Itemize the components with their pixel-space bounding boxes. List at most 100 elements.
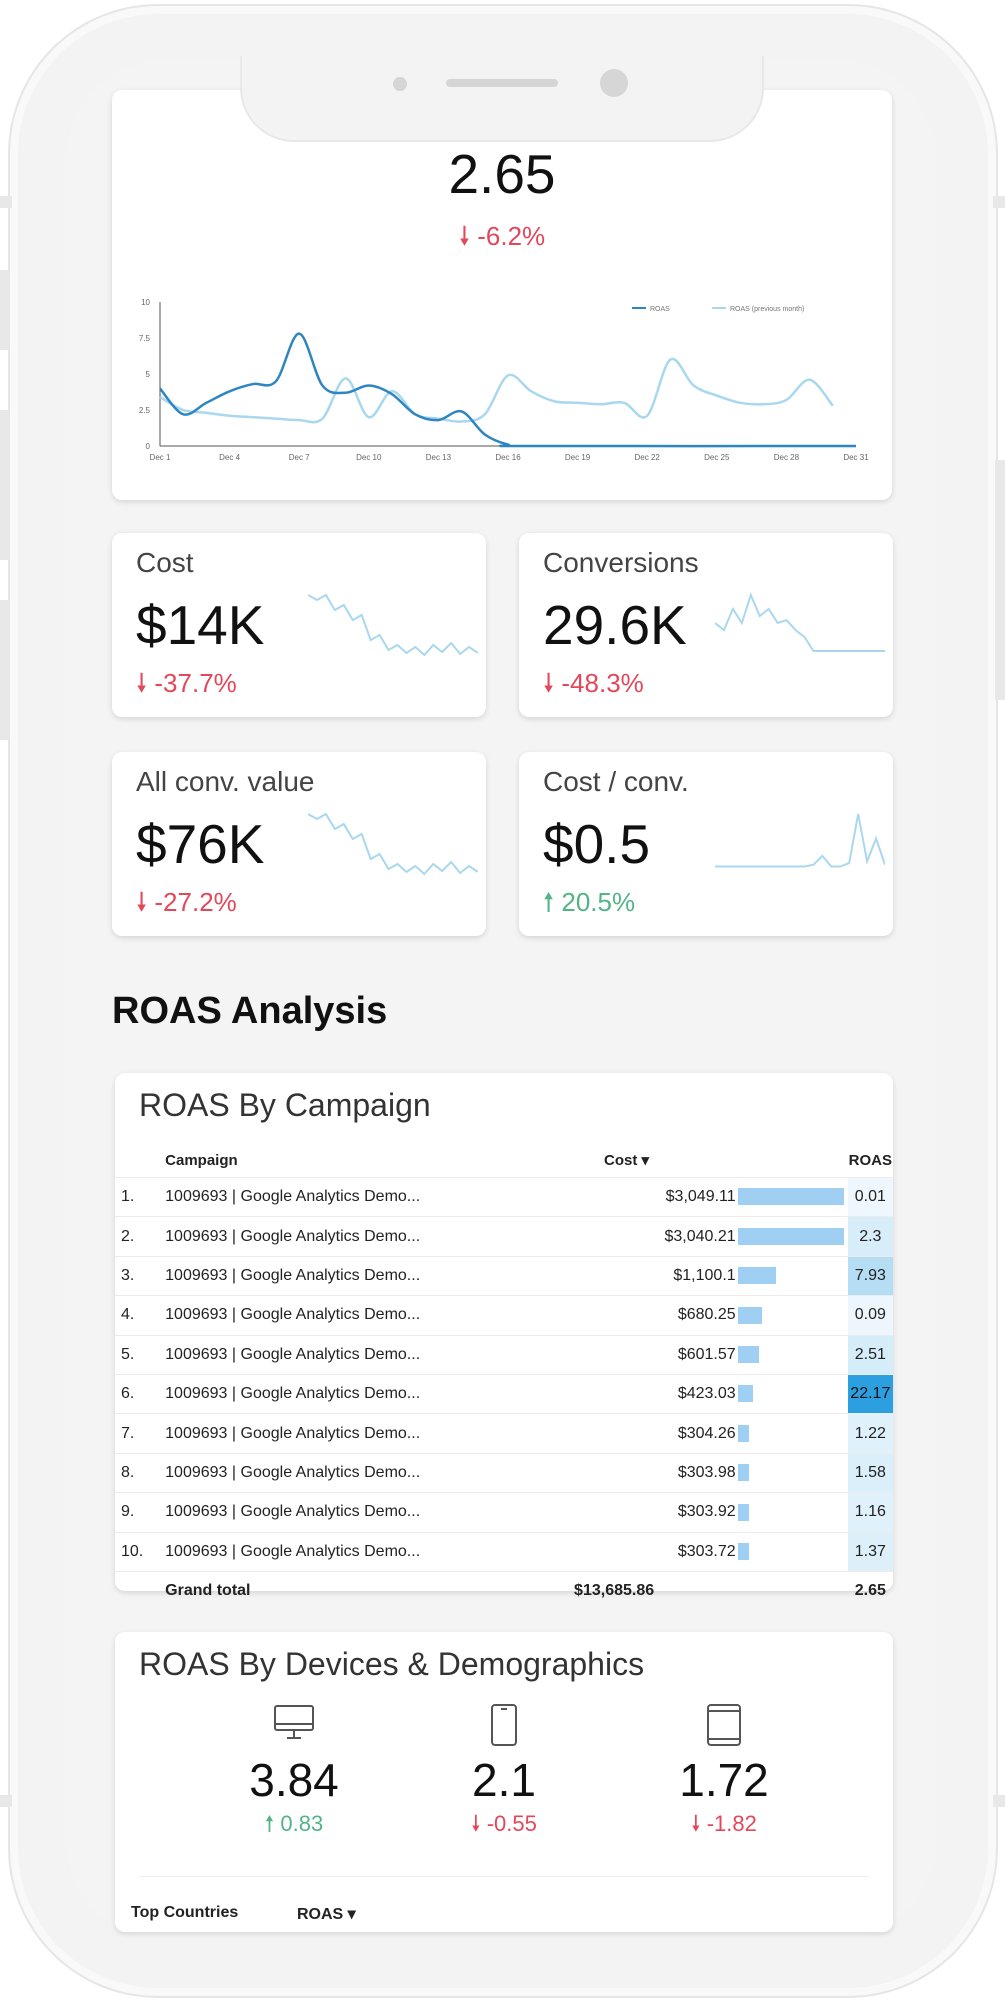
cost-value: $601.57 (677, 1345, 736, 1363)
column-header-roas[interactable]: ROAS ▾ (297, 1906, 356, 1923)
cost-cell: $303.72 (464, 1531, 848, 1572)
campaign-name: 1009693 | Google Analytics Demo... (164, 1531, 465, 1572)
kpi-sparkline (715, 592, 885, 652)
front-camera (600, 69, 628, 97)
kpi-delta: 🠗 -37.7% (136, 665, 237, 709)
cost-value: $303.72 (677, 1542, 736, 1560)
row-number: 10. (115, 1531, 165, 1572)
cost-cell: $1,100.1 (464, 1255, 848, 1296)
cost-value: $303.92 (677, 1503, 736, 1521)
column-header-campaign[interactable]: Campaign (165, 1151, 238, 1169)
x-tick-label: Dec 22 (635, 453, 661, 462)
kpi-sparkline (308, 593, 478, 657)
phone-side-button (0, 270, 10, 350)
device-delta-value: -1.82 (706, 1811, 757, 1836)
sparkline-path (308, 593, 478, 657)
roas-cell: 7.93 (847, 1255, 893, 1296)
cost-cell: $303.98 (464, 1452, 848, 1493)
roas-cell: 0.01 (847, 1176, 893, 1217)
roas-cell: 1.16 (847, 1492, 893, 1533)
device-desktop: 3.84 🠕 0.83 (194, 1704, 394, 1845)
column-header-cost[interactable]: Cost ▾ (604, 1152, 650, 1169)
campaign-name: 1009693 | Google Analytics Demo... (164, 1334, 465, 1375)
kpi-sparkline (715, 813, 885, 868)
sparkline-path (715, 592, 885, 652)
x-tick-label: Dec 10 (356, 453, 382, 462)
device-tablet: 1.72 🠗 -1.82 (624, 1704, 824, 1845)
arrow-down-icon: 🠗 (691, 1811, 701, 1836)
arrow-down-icon: 🠗 (136, 668, 148, 698)
table-row[interactable]: 8. 1009693 | Google Analytics Demo... $303… (115, 1452, 893, 1493)
roas-cell: 1.37 (847, 1531, 893, 1572)
table-row[interactable]: 2. 1009693 | Google Analytics Demo... $3,0… (115, 1216, 893, 1257)
legend-label: ROAS (650, 306, 670, 313)
roas-by-devices-card: ROAS By Devices & Demographics 3.84 🠕 0.… (115, 1632, 893, 1932)
kpi-card-cost: Cost $14K 🠗 -37.7% (112, 533, 486, 717)
campaign-name: 1009693 | Google Analytics Demo... (164, 1255, 465, 1296)
x-tick-label: Dec 25 (704, 453, 730, 462)
cost-cell: $601.57 (464, 1334, 848, 1375)
column-header-roas[interactable]: ROAS (848, 1151, 892, 1169)
sparkline-path (715, 813, 885, 868)
cost-bar (737, 1306, 762, 1324)
phone-side-button (0, 410, 10, 560)
column-header-top-countries[interactable]: Top Countries (131, 1904, 239, 1921)
mobile-icon (491, 1704, 517, 1746)
table-row[interactable]: 9. 1009693 | Google Analytics Demo... $303… (115, 1492, 893, 1533)
kpi-delta: 🠗 -27.2% (136, 884, 237, 928)
table-row[interactable]: 5. 1009693 | Google Analytics Demo... $601… (115, 1334, 893, 1375)
x-tick-label: Dec 16 (495, 453, 521, 462)
cost-value: $680.25 (677, 1306, 736, 1324)
table-row[interactable]: 1. 1009693 | Google Analytics Demo... $3,0… (115, 1176, 893, 1217)
x-tick-label: Dec 13 (426, 453, 452, 462)
kpi-delta-value: -37.7% (154, 668, 237, 698)
row-number: 4. (115, 1295, 165, 1336)
cost-value: $3,040.21 (664, 1227, 736, 1245)
kpi-delta-value: -27.2% (154, 887, 237, 917)
roas-delta-value: -6.2% (477, 221, 546, 251)
grand-total-label: Grand total (164, 1570, 465, 1611)
card-title: ROAS By Campaign (139, 1087, 431, 1123)
roas-by-campaign-card: ROAS By Campaign Campaign Cost ▾ ROAS 1.… (115, 1073, 893, 1611)
cost-bar (737, 1346, 759, 1364)
table-row[interactable]: 7. 1009693 | Google Analytics Demo... $304… (115, 1413, 893, 1454)
cost-bar (737, 1385, 753, 1403)
cost-value: $304.26 (677, 1424, 736, 1442)
campaign-name: 1009693 | Google Analytics Demo... (164, 1373, 465, 1414)
x-tick-label: Dec 19 (565, 453, 591, 462)
arrow-up-icon: 🠕 (264, 1811, 275, 1836)
kpi-value: $0.5 (543, 813, 651, 875)
x-tick-label: Dec 4 (219, 453, 240, 462)
roas-cell: 1.58 (847, 1452, 893, 1493)
grand-total-roas: 2.65 (847, 1570, 893, 1611)
campaign-name: 1009693 | Google Analytics Demo... (164, 1452, 465, 1493)
grand-total-row: Grand total $13,685.86 2.65 (115, 1570, 893, 1611)
table-row[interactable]: 4. 1009693 | Google Analytics Demo... $680… (115, 1295, 893, 1336)
series-line-roas (159, 332, 857, 448)
x-tick-label: Dec 1 (150, 453, 171, 462)
cost-cell: $3,049.11 (464, 1176, 848, 1217)
campaign-table: Campaign Cost ▾ ROAS 1. 1009693 | Google … (115, 1143, 893, 1611)
kpi-sparkline (308, 812, 478, 876)
table-row[interactable]: 6. 1009693 | Google Analytics Demo... $423… (115, 1373, 893, 1414)
kpi-card-conversions: Conversions 29.6K 🠗 -48.3% (519, 533, 893, 717)
table-row[interactable]: 3. 1009693 | Google Analytics Demo... $1,1… (115, 1255, 893, 1296)
cost-bar (737, 1227, 844, 1245)
device-delta: 🠗 -1.82 (624, 1807, 824, 1845)
device-value: 3.84 (249, 1754, 339, 1806)
kpi-value: $76K (136, 813, 265, 875)
row-number: 1. (115, 1176, 165, 1217)
series-line-roas-previous-month (159, 357, 834, 424)
kpi-label: Conversions (543, 547, 699, 578)
cost-bar (737, 1503, 749, 1521)
campaign-name: 1009693 | Google Analytics Demo... (164, 1492, 465, 1533)
roas-overview-card: 2.65 🠗 -6.2% 0 2.5 5 7.5 10 Dec 1 Dec 4 Dec 7 De… (112, 90, 892, 500)
kpi-card-cost-per-conv: Cost / conv. $0.5 🠕 20.5% (519, 752, 893, 936)
campaign-name: 1009693 | Google Analytics Demo... (164, 1176, 465, 1217)
row-number: 5. (115, 1334, 165, 1375)
y-tick-label: 10 (141, 298, 150, 307)
cost-value: $3,049.11 (665, 1188, 736, 1206)
arrow-up-icon: 🠕 (543, 887, 555, 917)
table-row[interactable]: 10. 1009693 | Google Analytics Demo... $30… (115, 1531, 893, 1572)
phone-side-button (0, 1795, 12, 1807)
